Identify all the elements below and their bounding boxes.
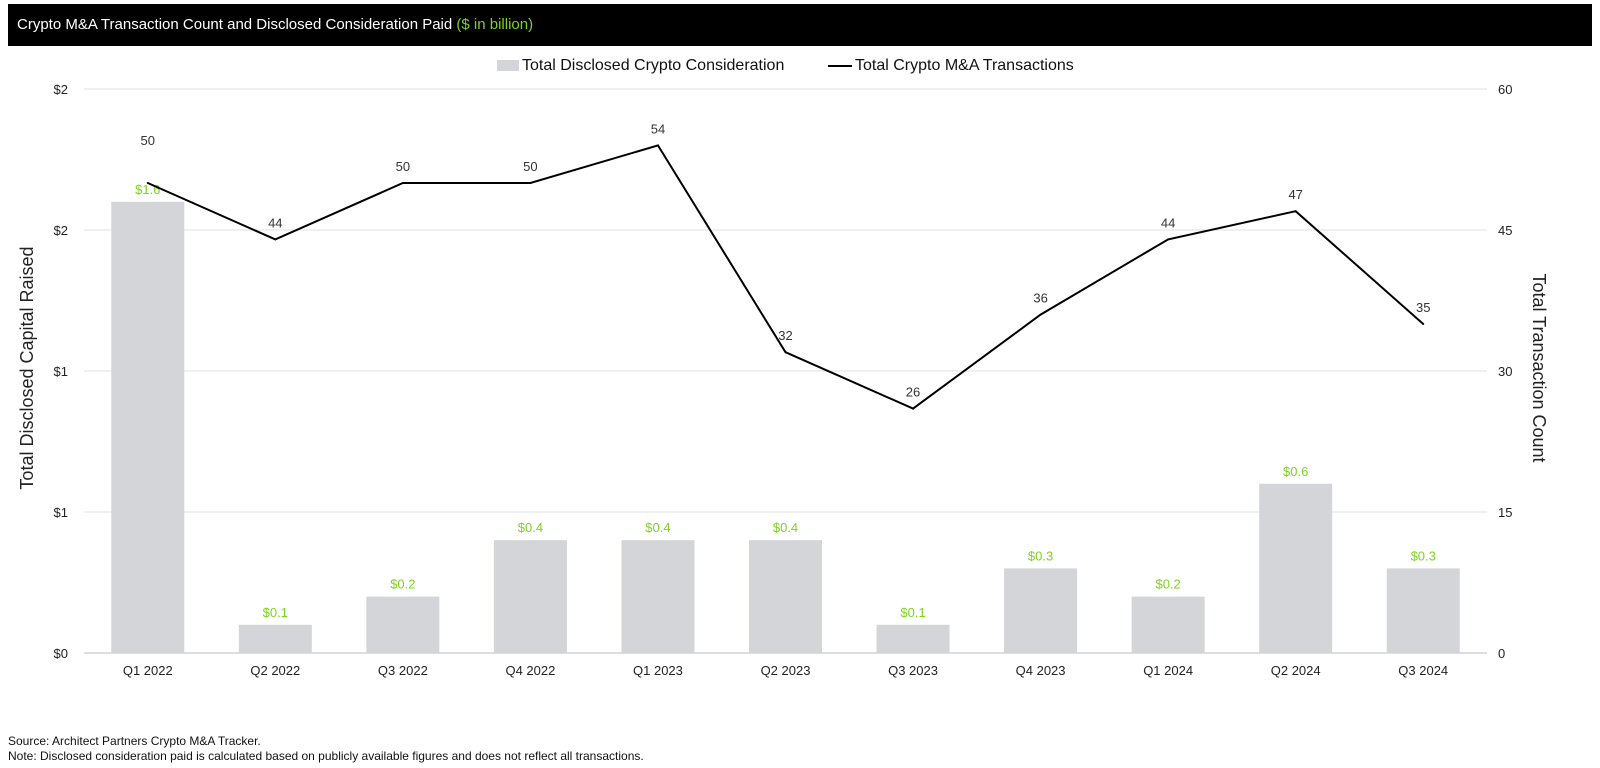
line-point — [146, 182, 149, 184]
line-value-label: 44 — [1161, 215, 1175, 230]
line-value-label: 50 — [396, 159, 410, 174]
line-point — [274, 238, 277, 241]
line-value-label: 54 — [651, 121, 665, 136]
line-point — [1422, 323, 1425, 325]
legend-line-swatch — [828, 64, 852, 67]
x-tick-label: Q1 2023 — [633, 663, 683, 678]
bar — [1386, 568, 1460, 653]
bar — [621, 540, 695, 653]
bar-value-label: $0.4 — [518, 520, 543, 535]
chart-unit-note: ($ in billion) — [456, 16, 534, 33]
legend-item-bars: Total Disclosed Crypto Consideration — [497, 55, 784, 77]
y-left-tick-label: $1 — [54, 364, 68, 379]
line-point — [1039, 313, 1042, 316]
bar-value-label: $0.1 — [900, 605, 925, 620]
line-value-label: 32 — [778, 328, 792, 343]
line-value-label: 26 — [906, 385, 920, 400]
x-tick-label: Q1 2024 — [1143, 663, 1193, 678]
x-tick-label: Q4 2023 — [1016, 663, 1066, 678]
bar-value-label: $0.3 — [1411, 548, 1436, 563]
line-value-label: 36 — [1033, 291, 1047, 306]
bar-value-label: $0.3 — [1028, 548, 1053, 563]
bar — [111, 201, 185, 654]
bar-value-label: $0.2 — [390, 577, 415, 592]
y-right-axis-title: Total Transaction Count — [1529, 273, 1549, 462]
x-tick-label: Q2 2023 — [761, 663, 811, 678]
bar-value-label: $0.1 — [263, 605, 288, 620]
y-left-tick-label: $1 — [54, 505, 68, 520]
y-left-tick-label: $0 — [54, 646, 68, 661]
line-point — [401, 182, 404, 184]
line-value-label: 50 — [523, 159, 537, 174]
line-value-label: 44 — [268, 215, 282, 230]
y-right-tick-label: 30 — [1498, 364, 1512, 379]
bar — [493, 540, 567, 653]
legend-bars-label: Total Disclosed Crypto Consideration — [522, 57, 785, 74]
chart-footer: Source: Architect Partners Crypto M&A Tr… — [8, 734, 644, 764]
x-tick-label: Q2 2024 — [1271, 663, 1321, 678]
x-tick-label: Q3 2023 — [888, 663, 938, 678]
bar — [238, 624, 312, 653]
bar — [876, 624, 950, 653]
x-tick-label: Q3 2022 — [378, 663, 428, 678]
bar — [1004, 568, 1078, 653]
x-tick-label: Q4 2022 — [505, 663, 555, 678]
x-tick-label: Q2 2022 — [250, 663, 300, 678]
legend-item-line: Total Crypto M&A Transactions — [828, 55, 1074, 77]
bar — [1259, 483, 1333, 653]
x-tick-label: Q1 2022 — [123, 663, 173, 678]
line-point — [529, 182, 532, 184]
line-point — [656, 144, 659, 147]
source-note: Source: Architect Partners Crypto M&A Tr… — [8, 734, 261, 748]
x-tick-label: Q3 2024 — [1398, 663, 1448, 678]
line-point — [1294, 210, 1297, 213]
line-value-label: 47 — [1288, 187, 1302, 202]
line-value-label: 50 — [141, 133, 155, 148]
y-left-tick-label: $2 — [54, 82, 68, 97]
bar — [749, 540, 822, 653]
line-series — [147, 144, 1424, 410]
bar-value-label: $0.2 — [1155, 577, 1180, 592]
y-right-tick-label: 15 — [1498, 505, 1512, 520]
y-right-tick-label: 0 — [1498, 646, 1505, 661]
y-right-tick-label: 45 — [1498, 223, 1512, 238]
line-point — [912, 407, 915, 410]
y-left-tick-label: $2 — [54, 223, 68, 238]
combo-chart: $0 $1 $1 $2 $2 0 15 30 45 60 Total Disclosed Capit… — [17, 82, 1549, 678]
bar-value-label: $0.4 — [773, 520, 798, 535]
bar-value-label: $0.4 — [645, 520, 670, 535]
line-point — [784, 351, 787, 354]
line-point — [1167, 238, 1170, 241]
y-left-axis-title: Total Disclosed Capital Raised — [17, 246, 37, 489]
bar — [366, 596, 440, 653]
line-value-label: 35 — [1416, 300, 1430, 315]
legend-line-label: Total Crypto M&A Transactions — [855, 57, 1074, 74]
bar-value-label: $0.6 — [1283, 464, 1308, 479]
disclaimer-note: Note: Disclosed consideration paid is ca… — [8, 749, 644, 763]
y-right-tick-label: 60 — [1498, 82, 1512, 97]
chart-title: Crypto M&A Transaction Count and Disclos… — [17, 16, 453, 33]
chart-legend: Total Disclosed Crypto Consideration Tot… — [0, 55, 1600, 77]
chart-title-bar: Crypto M&A Transaction Count and Disclos… — [8, 4, 1592, 46]
bar — [1131, 596, 1205, 653]
legend-bar-swatch — [497, 60, 519, 72]
